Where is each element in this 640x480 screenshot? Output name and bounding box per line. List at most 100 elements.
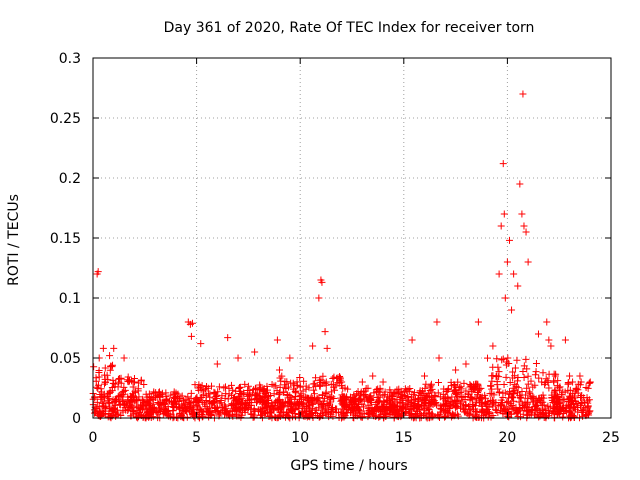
data-point xyxy=(435,378,443,386)
data-point xyxy=(302,385,310,393)
data-point xyxy=(522,228,530,236)
data-point xyxy=(197,340,205,348)
data-point xyxy=(489,342,497,350)
data-point xyxy=(441,393,449,401)
data-point xyxy=(511,364,519,372)
data-point xyxy=(466,405,474,413)
data-point xyxy=(324,393,332,401)
data-point xyxy=(192,395,200,403)
data-point xyxy=(441,408,449,416)
data-point xyxy=(467,385,475,393)
data-point xyxy=(232,410,240,418)
data-point xyxy=(355,400,363,408)
data-point xyxy=(503,405,511,413)
data-point xyxy=(237,413,245,421)
data-point xyxy=(310,390,318,398)
data-point xyxy=(532,401,540,409)
data-point xyxy=(291,405,299,413)
data-point xyxy=(495,270,503,278)
data-point xyxy=(251,348,259,356)
data-point xyxy=(499,389,507,397)
data-point xyxy=(510,406,518,414)
data-point xyxy=(106,366,114,374)
data-point xyxy=(525,388,533,396)
data-point xyxy=(95,367,103,375)
data-point xyxy=(93,405,101,413)
data-point xyxy=(351,397,359,405)
data-point xyxy=(302,393,310,401)
data-point xyxy=(326,410,334,418)
data-point xyxy=(177,394,185,402)
data-point xyxy=(510,397,518,405)
data-point xyxy=(447,378,455,386)
data-point xyxy=(519,368,527,376)
data-point xyxy=(98,393,106,401)
data-point xyxy=(569,378,577,386)
data-point xyxy=(286,392,294,400)
data-point xyxy=(542,413,550,421)
data-point xyxy=(511,372,519,380)
data-point xyxy=(425,405,433,413)
data-point xyxy=(127,397,135,405)
data-point xyxy=(99,344,107,352)
data-point xyxy=(506,378,514,386)
data-point xyxy=(566,372,574,380)
data-point xyxy=(342,401,350,409)
data-point xyxy=(211,397,219,405)
data-point xyxy=(137,376,145,384)
data-point xyxy=(322,408,330,416)
data-point xyxy=(482,409,490,417)
data-point xyxy=(286,354,294,362)
data-point xyxy=(109,406,117,414)
data-point xyxy=(188,319,196,327)
data-point xyxy=(513,409,521,417)
data-point xyxy=(94,268,102,276)
data-point xyxy=(284,399,292,407)
data-point xyxy=(250,407,258,415)
data-point xyxy=(437,405,445,413)
data-point xyxy=(493,355,501,363)
data-point xyxy=(465,390,473,398)
data-point xyxy=(386,405,394,413)
data-point xyxy=(321,379,329,387)
data-point xyxy=(120,354,128,362)
data-point xyxy=(259,393,267,401)
data-point xyxy=(469,400,477,408)
data-point xyxy=(125,378,133,386)
data-point xyxy=(441,402,449,410)
data-point xyxy=(333,374,341,382)
data-point xyxy=(446,397,454,405)
data-point xyxy=(491,406,499,414)
data-point xyxy=(500,405,508,413)
data-point xyxy=(580,394,588,402)
data-point xyxy=(272,382,280,390)
data-point xyxy=(539,409,547,417)
data-point xyxy=(110,405,118,413)
x-tick-label: 25 xyxy=(602,430,620,446)
x-tick-label: 5 xyxy=(192,430,201,446)
data-point xyxy=(162,396,170,404)
data-point xyxy=(318,401,326,409)
data-point xyxy=(484,354,492,362)
data-point xyxy=(550,405,558,413)
data-point xyxy=(288,406,296,414)
data-point xyxy=(462,360,470,368)
data-point xyxy=(316,381,324,389)
data-point xyxy=(265,402,273,410)
data-point xyxy=(322,388,330,396)
data-point xyxy=(315,413,323,421)
data-point xyxy=(242,399,250,407)
data-point xyxy=(490,391,498,399)
data-point xyxy=(520,362,528,370)
data-point xyxy=(351,410,359,418)
data-point xyxy=(531,371,539,379)
data-point xyxy=(312,374,320,382)
data-point xyxy=(324,402,332,410)
data-point xyxy=(356,407,364,415)
data-point xyxy=(263,395,271,403)
data-point xyxy=(493,381,501,389)
data-point xyxy=(115,378,123,386)
data-point xyxy=(467,406,475,414)
data-point xyxy=(247,405,255,413)
data-point xyxy=(536,394,544,402)
